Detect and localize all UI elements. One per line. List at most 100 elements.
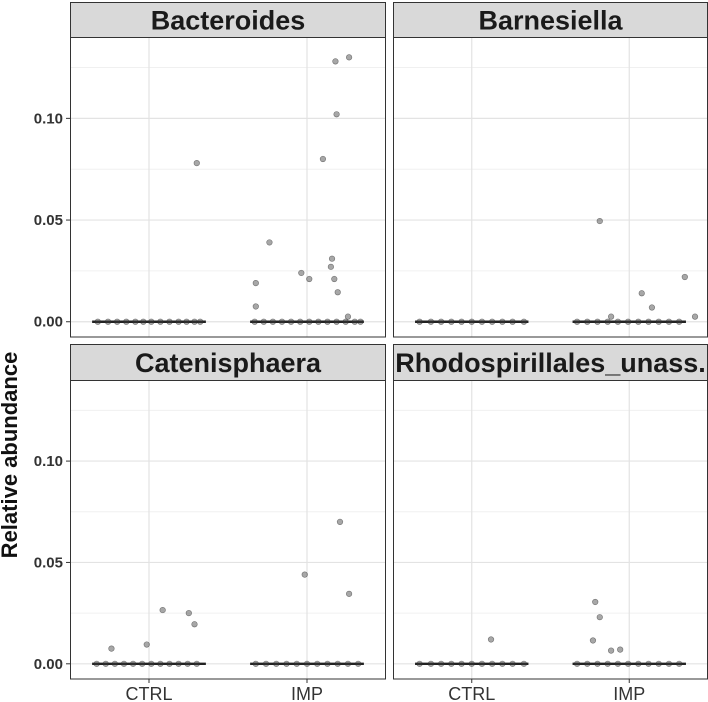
data-point (93, 660, 100, 667)
data-point (191, 318, 198, 325)
data-point (94, 318, 101, 325)
data-point (301, 571, 308, 578)
data-point (251, 318, 258, 325)
plot-panel (393, 380, 708, 680)
data-point (499, 318, 506, 325)
data-point (108, 645, 115, 652)
data-point (458, 318, 465, 325)
data-point (193, 160, 200, 167)
data-point (614, 660, 622, 667)
data-point (345, 590, 353, 597)
facet-strip (393, 344, 708, 381)
data-point (143, 641, 150, 648)
data-point (333, 111, 340, 118)
data-point (175, 660, 182, 667)
data-point (604, 318, 611, 325)
data-point (266, 239, 273, 246)
data-point (183, 318, 190, 325)
data-point (625, 660, 632, 667)
data-point (509, 318, 516, 325)
data-point (252, 280, 259, 287)
data-point (344, 313, 352, 320)
data-point (468, 660, 475, 667)
data-point (648, 304, 656, 311)
data-point (604, 660, 611, 667)
data-point (185, 610, 192, 617)
data-point (638, 290, 645, 297)
data-point (191, 621, 198, 628)
panel-border (70, 380, 386, 680)
data-point (458, 660, 465, 667)
data-point (635, 660, 642, 667)
x-tick-label: CTRL (125, 684, 172, 702)
data-point (328, 255, 336, 262)
facet-title: Barnesiella (478, 6, 623, 36)
data-point (123, 318, 130, 325)
data-point (520, 660, 528, 667)
facet-bacteroides: Bacteroides (70, 2, 386, 338)
y-tick-label: 0.00 (34, 656, 63, 673)
facet-rhodospirillales-unass: Rhodospirillales_unass. (393, 344, 708, 680)
data-point (120, 660, 128, 667)
y-tick-label: 0.05 (34, 554, 63, 571)
data-point (355, 660, 362, 667)
data-point (357, 318, 364, 325)
data-point (342, 318, 349, 325)
data-point (140, 318, 147, 325)
data-point (139, 660, 146, 667)
y-tick-label: 0.05 (34, 212, 63, 229)
data-point (596, 217, 603, 225)
data-point (665, 660, 673, 667)
data-point (645, 318, 652, 325)
data-point (252, 303, 259, 310)
data-point (676, 660, 683, 667)
facet-strip (70, 2, 386, 38)
data-point (478, 660, 486, 667)
data-point (193, 660, 200, 667)
data-point (306, 318, 313, 325)
data-point (324, 660, 331, 667)
data-point (102, 660, 109, 667)
x-axis-ticks-right: CTRL IMP (448, 679, 645, 702)
plot-panel (70, 37, 386, 338)
data-point (159, 606, 166, 614)
facet-title: Rhodospirillales_unass. (395, 348, 706, 378)
data-point (614, 318, 622, 325)
data-point (487, 636, 495, 643)
data-point (594, 660, 601, 667)
data-point (334, 660, 341, 667)
data-point (332, 58, 339, 65)
data-point (278, 318, 286, 325)
data-point (509, 660, 516, 667)
panel-background (70, 37, 386, 338)
data-point (334, 289, 341, 296)
x-axis-ticks-left: CTRL IMP (125, 679, 323, 702)
data-point (298, 269, 305, 277)
data-point (573, 660, 581, 667)
data-point (175, 318, 182, 325)
facet-title: Bacteroides (151, 6, 306, 36)
data-point (635, 318, 642, 325)
data-point (345, 54, 353, 61)
data-point (584, 318, 591, 325)
facet-catenisphaera: Catenisphaera (70, 344, 386, 680)
data-point (157, 318, 164, 325)
data-point (132, 318, 139, 325)
data-point (427, 318, 435, 325)
data-point (691, 313, 699, 320)
data-point (269, 318, 276, 325)
data-point (520, 318, 528, 325)
data-point (262, 660, 270, 667)
data-point (148, 660, 155, 667)
data-point (331, 275, 338, 283)
data-point (197, 318, 204, 325)
data-point (489, 318, 496, 325)
panel-background (393, 380, 708, 680)
data-point (478, 318, 486, 325)
data-point (468, 318, 475, 325)
data-point (104, 318, 112, 325)
data-point (499, 660, 506, 667)
data-point (645, 660, 652, 667)
x-tick-label: CTRL (448, 684, 495, 702)
data-point (314, 660, 321, 667)
